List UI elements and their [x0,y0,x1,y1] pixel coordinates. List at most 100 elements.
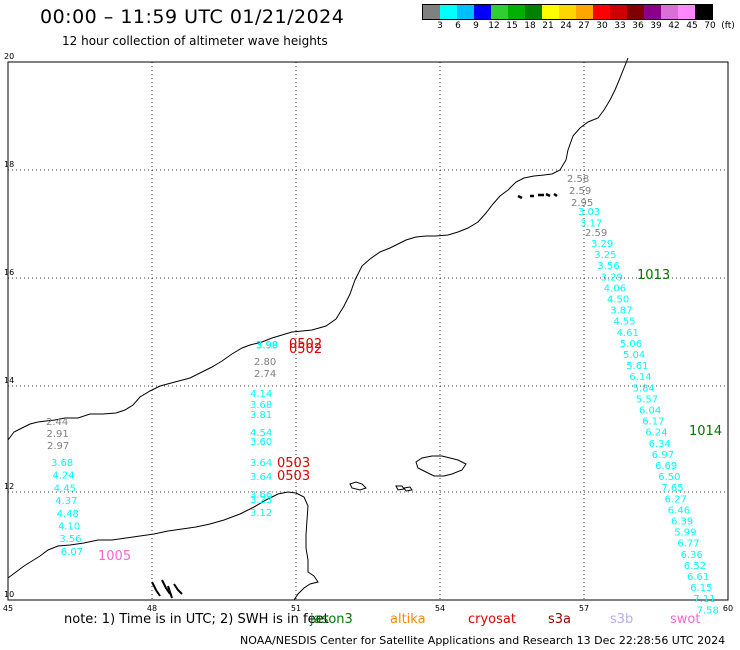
wave-height-value: 2.80 [254,357,276,368]
legend-swatch [457,5,474,19]
y-tick-label: 18 [4,160,14,169]
y-tick-label: 16 [4,268,14,277]
satellite-name: jason3 [310,612,353,627]
x-tick-label: 45 [3,604,13,613]
wave-height-value: 7.58 [697,605,719,616]
island-large [415,455,467,477]
wave-height-value: 3.17 [580,219,602,230]
wave-height-value: 2.44 [46,417,68,428]
island-small-3 [403,486,413,492]
wave-height-value: 6.14 [629,372,651,383]
wave-height-value: 3.66 [250,490,272,501]
pass-id-label: 0502 [289,337,322,352]
wave-height-value: 7.65 [661,483,683,494]
map-subtitle: 12 hour collection of altimeter wave hei… [62,34,328,48]
wave-height-legend: 3 6 9 12 15 18 21 24 27 30 33 36 39 42 45 70 (ft) [422,4,735,34]
island-small-1 [349,481,367,491]
satellite-name: altika [390,612,426,627]
wave-height-value: 5.99 [674,528,696,539]
wave-height-value: 6.61 [687,572,709,583]
wave-height-value: 6.07 [61,547,83,558]
legend-label: 45 [686,21,698,31]
wave-height-value: 3.56 [59,534,81,545]
wave-height-value: 6.50 [658,472,680,483]
wave-height-value: 3.23 [250,495,272,506]
legend-swatch [559,5,576,19]
islets-west [151,579,183,599]
legend-label: 15 [506,21,518,31]
wave-height-value: 4.45 [54,483,76,494]
legend-swatch [508,5,525,19]
wave-height-value: 6.27 [665,494,687,505]
legend-color-bar [422,4,713,20]
wave-height-value: 3.56 [597,261,619,272]
legend-label: 36 [632,21,644,31]
satellite-name: cryosat [468,612,516,627]
wave-height-value: 3.03 [578,207,600,218]
wave-height-value: 6.34 [649,439,671,450]
x-tick-label: 57 [579,604,589,613]
legend-swatch [474,5,491,19]
wave-height-value: 2.58 [567,174,589,185]
x-tick-label: 54 [435,604,445,613]
wave-height-value: 4.24 [52,471,74,482]
wave-height-value: 2.74 [254,369,276,380]
wave-height-value: 3.98 [256,340,278,351]
wave-height-value: 2.95 [571,198,593,209]
wave-height-value: 5.06 [620,339,642,350]
legend-swatch [610,5,627,19]
wave-height-value: 3.64 [250,458,272,469]
x-tick-label: 51 [291,604,301,613]
wave-height-observations: 2.442.912.973.684.244.454.374.484.103.56… [46,174,719,616]
legend-label: 9 [473,21,479,31]
wave-height-value: 3.29 [601,272,623,283]
x-tick-label: 48 [147,604,157,613]
legend-label: 42 [668,21,680,31]
wave-height-value: 6.97 [652,450,674,461]
wave-height-value: 6.04 [639,406,661,417]
legend-swatch [695,5,712,19]
legend-label: 3 [437,21,443,31]
y-tick-label: 10 [4,590,14,599]
wave-height-value: 4.06 [604,283,626,294]
wave-height-value: 4.48 [57,509,79,520]
wave-height-value: 6.77 [677,539,699,550]
wave-height-value: 6.39 [671,517,693,528]
legend-swatch [661,5,678,19]
wave-height-value: 4.10 [58,522,80,533]
x-tick-label: 60 [723,604,733,613]
legend-label: 6 [455,21,461,31]
wave-height-value: 3.25 [594,250,616,261]
wave-height-value: 5.57 [636,394,658,405]
y-tick-label: 12 [4,482,14,491]
coastline-south [7,491,319,601]
wave-height-value: 4.50 [607,295,629,306]
wave-height-value: 3.99 [256,340,278,351]
wave-height-value: 5.04 [623,350,645,361]
legend-swatch [440,5,457,19]
coastline-north [7,57,629,441]
wave-height-value: 5.84 [633,383,655,394]
wave-height-value: 3.68 [51,458,73,469]
wave-height-value: 4.54 [250,428,272,439]
y-tick-label: 14 [4,376,14,385]
wave-height-value: 3.64 [250,472,272,483]
map-frame [7,61,729,601]
legend-swatch [678,5,695,19]
pass-id-label: 0502 [289,342,322,357]
wave-height-value: 2.97 [47,441,69,452]
y-tick-label: 20 [4,52,14,61]
map-gridlines [8,62,728,600]
wave-height-value: 6.36 [681,550,703,561]
legend-swatch [491,5,508,19]
wave-height-value: 3.60 [250,437,272,448]
satellite-name: s3b [610,612,634,627]
wave-height-value: 4.14 [250,389,272,400]
wave-height-value: 2.91 [47,429,69,440]
coastline [7,57,629,601]
wave-height-value: 7.11 [693,594,715,605]
legend-label: 21 [542,21,554,31]
legend-swatch [576,5,593,19]
